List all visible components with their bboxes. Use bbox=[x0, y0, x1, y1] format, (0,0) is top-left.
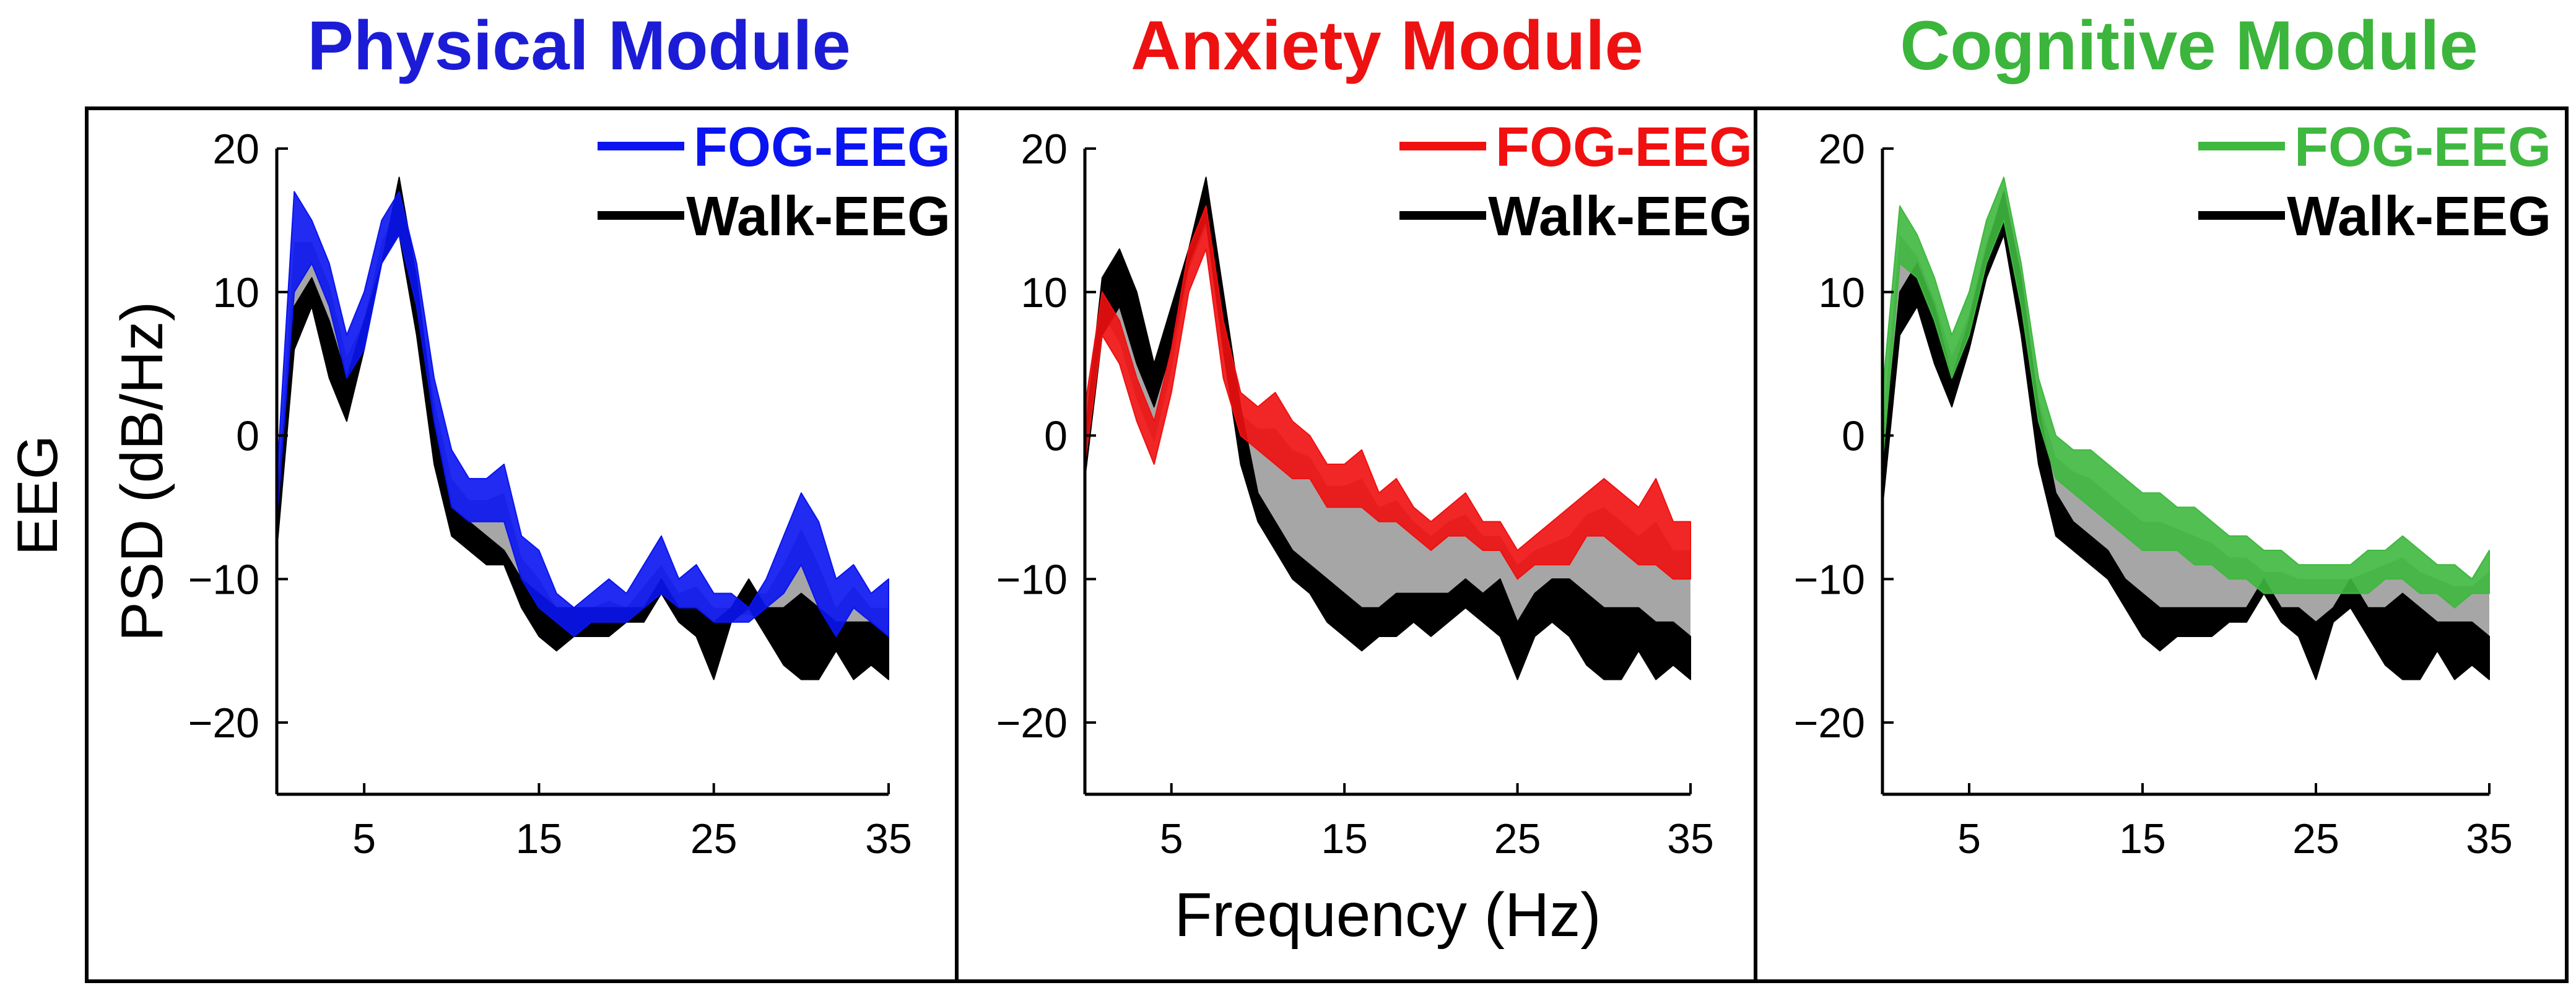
x-tick-label: 35 bbox=[865, 815, 912, 862]
fog-eeg-band bbox=[1882, 176, 2490, 609]
chart-panel: Cognitive Module 20 10 0 −10 −20 5 15 25 35 FOG-EE… bbox=[1754, 7, 2569, 983]
x-tick-label: 15 bbox=[1321, 815, 1368, 862]
y-tick-label: −20 bbox=[188, 700, 259, 747]
x-tick-label: 5 bbox=[1160, 815, 1183, 862]
legend-label: FOG-EEG bbox=[2294, 116, 2551, 178]
x-tick-label: 15 bbox=[516, 815, 563, 862]
y-tick-label: 10 bbox=[212, 269, 259, 316]
y-tick-label: 10 bbox=[1020, 269, 1068, 316]
y-axis-label: PSD (dB/Hz) bbox=[109, 301, 175, 641]
legend-label: FOG-EEG bbox=[1495, 116, 1752, 178]
row-label: EEG bbox=[6, 435, 69, 555]
x-axis-label: Frequency (Hz) bbox=[1174, 880, 1601, 950]
difference-fill bbox=[1882, 199, 2489, 658]
y-tick-label: −10 bbox=[996, 556, 1068, 603]
y-tick-label: −10 bbox=[1794, 556, 1865, 603]
y-tick-label: 0 bbox=[1842, 413, 1865, 460]
y-tick-label: −20 bbox=[996, 700, 1068, 747]
y-tick-label: 20 bbox=[1818, 126, 1865, 173]
chart-title: Physical Module bbox=[307, 7, 851, 84]
walk-eeg-band bbox=[1084, 176, 1691, 680]
x-tick-label: 5 bbox=[1957, 815, 1981, 862]
legend-label: Walk-EEG bbox=[686, 186, 951, 248]
chart-panel: Physical Module 20 10 0 −10 −20 5 15 25 35 PSD (dB… bbox=[85, 7, 959, 983]
x-tick-label: 35 bbox=[1667, 815, 1714, 862]
y-tick-label: 0 bbox=[236, 413, 259, 460]
walk-eeg-band bbox=[1882, 191, 2490, 680]
x-tick-label: 35 bbox=[2466, 815, 2513, 862]
difference-fill bbox=[1085, 199, 1690, 658]
y-tick-label: 20 bbox=[1020, 126, 1068, 173]
y-tick-label: −10 bbox=[188, 556, 259, 603]
chart-panel: Anxiety Module 20 10 0 −10 −20 5 15 25 35 Frequenc… bbox=[955, 7, 1757, 983]
y-tick-label: 20 bbox=[212, 126, 259, 173]
y-tick-label: −20 bbox=[1794, 700, 1865, 747]
x-tick-label: 5 bbox=[352, 815, 376, 862]
legend-label: Walk-EEG bbox=[2287, 186, 2551, 248]
legend-label: FOG-EEG bbox=[694, 116, 951, 178]
fog-eeg-band bbox=[276, 191, 889, 637]
y-tick-label: 0 bbox=[1044, 413, 1068, 460]
legend-label: Walk-EEG bbox=[1488, 186, 1752, 248]
chart-title: Anxiety Module bbox=[1131, 7, 1643, 84]
x-tick-label: 15 bbox=[2119, 815, 2166, 862]
fog-eeg-band bbox=[1084, 205, 1691, 580]
y-tick-label: 10 bbox=[1818, 269, 1865, 316]
chart-title: Cognitive Module bbox=[1900, 7, 2478, 84]
walk-eeg-band bbox=[276, 176, 889, 680]
panels-layer: Physical Module 20 10 0 −10 −20 5 15 25 35 PSD (dB… bbox=[85, 7, 2569, 983]
x-tick-label: 25 bbox=[1494, 815, 1541, 862]
panel-border bbox=[1754, 106, 2569, 983]
x-tick-label: 25 bbox=[690, 815, 738, 862]
x-tick-label: 25 bbox=[2292, 815, 2339, 862]
